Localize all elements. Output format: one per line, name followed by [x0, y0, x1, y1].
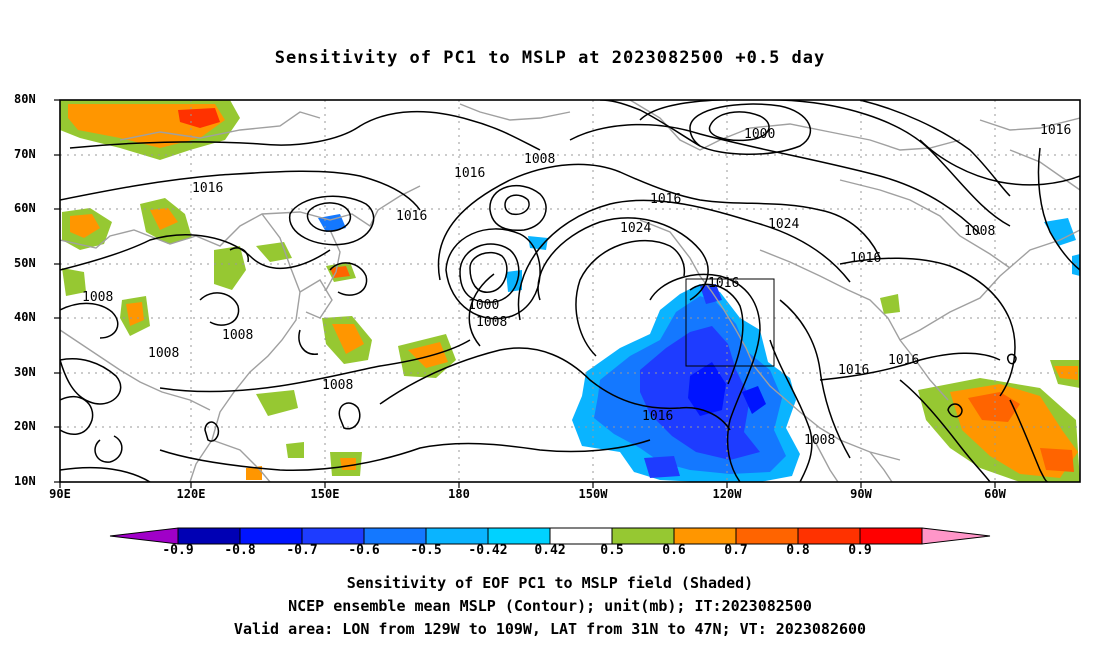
lat-label: 20N — [14, 419, 36, 433]
shade-positive — [256, 390, 298, 416]
colorbar-label: -0.5 — [410, 543, 442, 558]
shade-positive — [214, 246, 246, 290]
shade-negative — [1044, 218, 1076, 246]
lat-label: 60N — [14, 201, 36, 215]
caption-line-1: Sensitivity of EOF PC1 to MSLP field (Sh… — [346, 574, 754, 592]
shade-negative — [1072, 254, 1080, 276]
contour-label: 1008 — [524, 152, 555, 167]
contour-labels: 1008 1016 1000 1016 1016 1008 1016 1024 … — [82, 123, 1071, 448]
colorbar-label: 0.8 — [786, 543, 810, 558]
lon-label: 150W — [578, 487, 608, 501]
lon-label: 150E — [310, 487, 340, 501]
shade-positive — [126, 302, 144, 326]
shade-positive — [340, 458, 356, 470]
contour-label: 1008 — [804, 433, 835, 448]
contour-label: 1016 — [708, 276, 739, 291]
colorbar-label: 0.5 — [600, 543, 624, 558]
lon-label: 120E — [176, 487, 206, 501]
contour-label: 1008 — [82, 290, 113, 305]
shade-negative — [742, 386, 766, 414]
colorbar-label: 0.9 — [848, 543, 872, 558]
colorbar-label: 0.6 — [662, 543, 686, 558]
colorbar-label: -0.6 — [348, 543, 380, 558]
caption-line-3: Valid area: LON from 129W to 109W, LAT f… — [233, 620, 867, 638]
contour-label: 1024 — [768, 217, 799, 232]
contour-label: 1016 — [454, 166, 485, 181]
shade-positive — [968, 392, 1020, 422]
chart-title: Sensitivity of PC1 to MSLP at 2023082500… — [274, 48, 826, 68]
colorbar-label: -0.9 — [162, 543, 194, 558]
valid-area-box — [685, 278, 775, 367]
contour-label: 1024 — [620, 221, 651, 236]
colorbar-label: -0.7 — [286, 543, 318, 558]
shade-positive — [178, 108, 220, 128]
shade-positive — [62, 268, 86, 296]
colorbar-label: -0.8 — [224, 543, 256, 558]
lon-label: 90E — [49, 487, 71, 501]
contour-label: 1016 — [888, 353, 919, 368]
contour-label: 1000 — [744, 127, 775, 142]
shade-positive — [332, 324, 364, 354]
contour-label: 1016 — [1040, 123, 1071, 138]
sensitivity-shading — [60, 100, 1080, 482]
shade-positive — [256, 242, 292, 262]
lon-label: 120W — [712, 487, 742, 501]
shade-positive — [880, 294, 900, 314]
lon-label: 90W — [850, 487, 872, 501]
caption-line-2: NCEP ensemble mean MSLP (Contour); unit(… — [288, 597, 812, 615]
lon-label: 180 — [448, 487, 470, 501]
contour-label: 1008 — [148, 346, 179, 361]
contour-label: 1008 — [222, 328, 253, 343]
shade-positive — [408, 342, 448, 368]
mslp-contours — [60, 100, 1080, 482]
shade-positive — [70, 214, 100, 238]
colorbar-label: 0.7 — [724, 543, 748, 558]
contour-label: 1016 — [396, 209, 427, 224]
shade-positive — [150, 208, 178, 230]
contour-label: 1016 — [850, 251, 881, 266]
shade-positive — [286, 442, 304, 458]
lat-label: 30N — [14, 365, 36, 379]
shade-negative — [688, 362, 726, 416]
lat-label: 50N — [14, 256, 36, 270]
coastlines — [60, 100, 1080, 482]
contour-label: 1016 — [192, 181, 223, 196]
shade-negative — [644, 456, 680, 478]
shade-positive — [1040, 448, 1074, 472]
map-frame — [59, 99, 1081, 483]
lat-label: 10N — [14, 474, 36, 488]
contour-label: 1008 — [322, 378, 353, 393]
lat-label: 70N — [14, 147, 36, 161]
lat-label: 40N — [14, 310, 36, 324]
contour-label: 1008 — [476, 315, 507, 330]
contour-label: 1016 — [650, 192, 681, 207]
colorbar-label: 0.42 — [534, 543, 566, 558]
shade-positive — [246, 466, 262, 480]
contour-label: 1016 — [838, 363, 869, 378]
grid — [60, 100, 1080, 482]
lat-label: 80N — [14, 92, 36, 106]
lon-label: 60W — [984, 487, 1006, 501]
contour-label: 1016 — [642, 409, 673, 424]
contour-label: 1000 — [468, 298, 499, 313]
contour-label: 1008 — [964, 224, 995, 239]
tick-marks — [54, 99, 996, 488]
shade-positive — [1054, 366, 1078, 380]
colorbar-label: -0.42 — [468, 543, 508, 558]
